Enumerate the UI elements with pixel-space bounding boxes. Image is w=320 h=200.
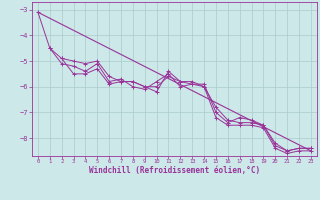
X-axis label: Windchill (Refroidissement éolien,°C): Windchill (Refroidissement éolien,°C): [89, 166, 260, 175]
